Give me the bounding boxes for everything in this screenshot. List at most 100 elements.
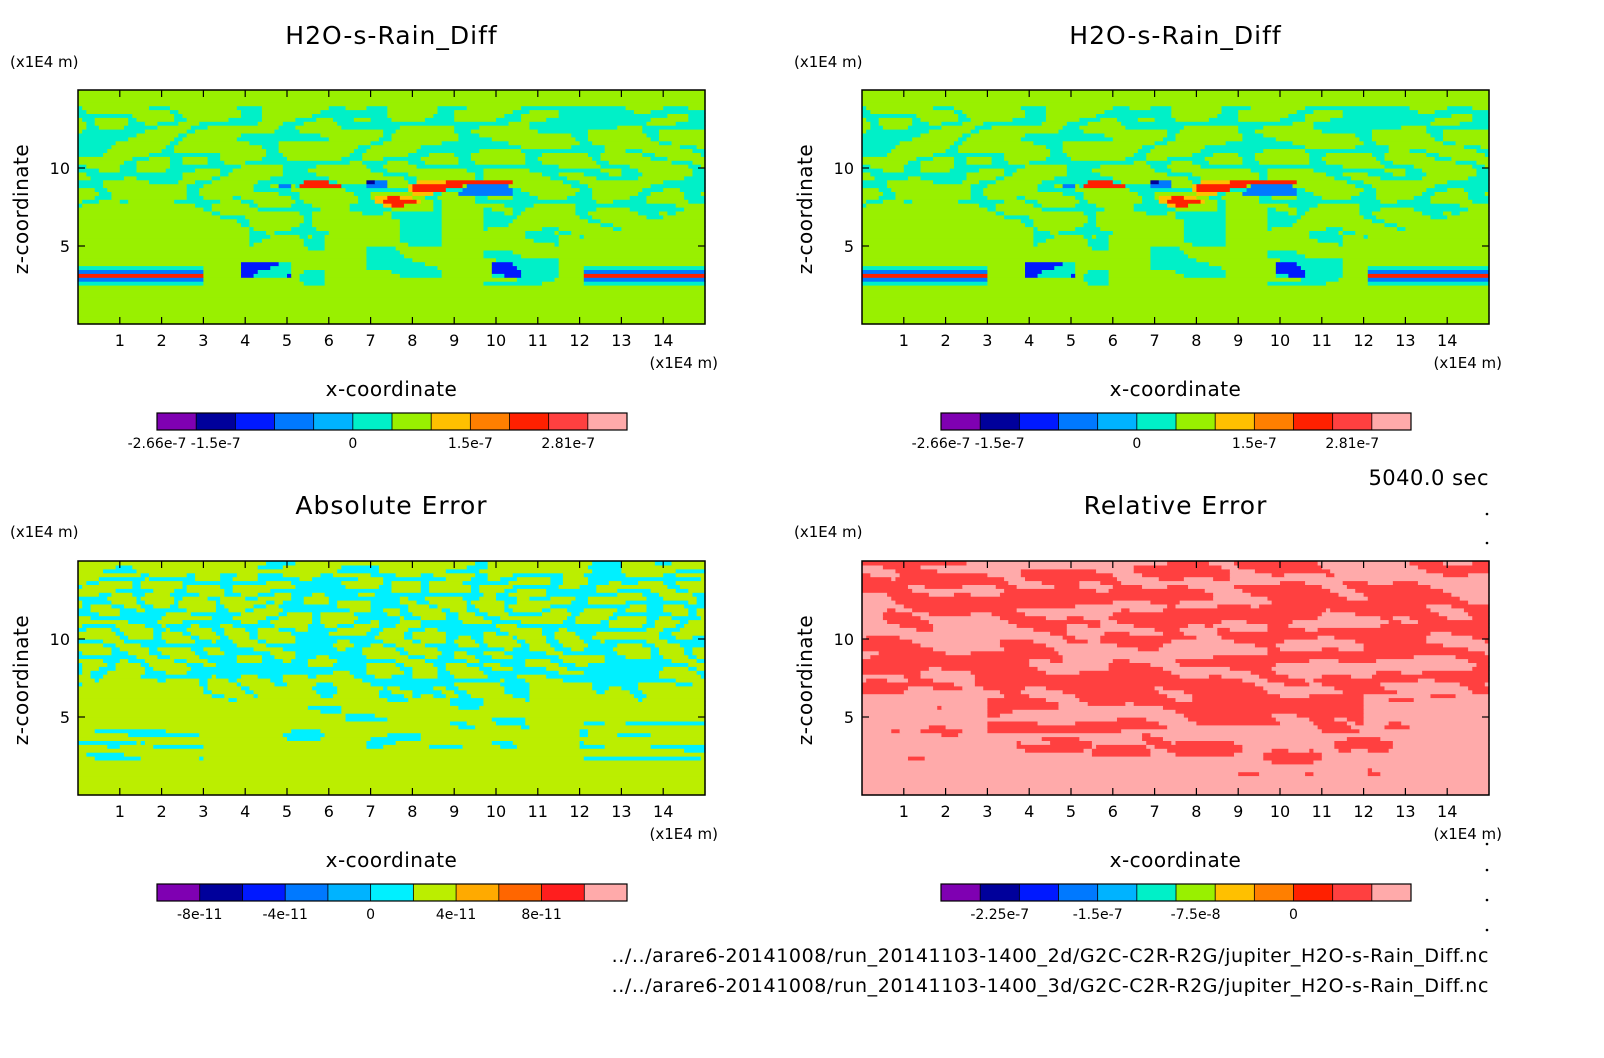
heatmap-cell (496, 257, 560, 263)
panel-relative-error: Relative Error(x1E4 m)1 2 3 4 5 6 7 8 9 10 11 12 13 1… (793, 491, 1502, 923)
heatmap-cell (320, 611, 355, 617)
heatmap-cell (1434, 109, 1490, 114)
heatmap-cell (186, 658, 209, 663)
heatmap-cell (303, 596, 330, 601)
heatmap-cell (257, 576, 301, 582)
heatmap-cell (1075, 187, 1131, 192)
heatmap-cell (558, 164, 602, 169)
heatmap-cell (366, 249, 401, 255)
heatmap-cell (579, 234, 585, 239)
heatmap-cell (862, 312, 1490, 317)
heatmap-cell (958, 148, 1051, 153)
heatmap-cell (165, 168, 196, 173)
heatmap-cell (1371, 152, 1386, 157)
heatmap-cell (1075, 603, 1168, 609)
heatmap-cell (1426, 148, 1478, 153)
heatmap-cell (1150, 105, 1172, 111)
heatmap-cell (1288, 203, 1319, 208)
heatmap-cell (1246, 183, 1252, 189)
heatmap-cell (303, 121, 338, 126)
heatmap-cell (424, 596, 464, 601)
heatmap-cell (659, 650, 685, 656)
heatmap-cell (1346, 584, 1432, 589)
heatmap-cell (274, 681, 288, 687)
heatmap-cell (684, 646, 694, 652)
heatmap-cell (1321, 681, 1381, 687)
heatmap-cell (933, 623, 1018, 628)
heatmap-cell (924, 584, 963, 589)
heatmap-cell (412, 187, 447, 192)
colorbar: -2.66e-7 -1.5e-7 0 1.5e-7 2.81e-7 (912, 412, 1412, 452)
heatmap-cell (111, 144, 167, 150)
heatmap-cell (391, 674, 413, 679)
heatmap-cell (583, 639, 602, 644)
heatmap-cell (1363, 720, 1390, 726)
heatmap-cell (920, 160, 955, 165)
heatmap-cell (107, 662, 117, 667)
heatmap-cell (341, 580, 384, 585)
x-tick-label: 7 (1150, 331, 1160, 350)
heatmap-cell (1196, 635, 1223, 640)
heatmap-cell (349, 160, 363, 165)
heatmap-cell (1062, 658, 1114, 663)
heatmap-cell (862, 701, 988, 706)
heatmap-cell (349, 207, 393, 212)
x-tick-label: 4 (240, 331, 250, 350)
heatmap-cell (195, 179, 213, 185)
heatmap-cell (550, 603, 631, 609)
heatmap-cell (1321, 584, 1348, 589)
heatmap-cell (78, 650, 83, 656)
heatmap-cell (642, 642, 656, 648)
heatmap-cell (646, 627, 664, 632)
heatmap-cell (974, 674, 1181, 679)
heatmap-cell (1208, 117, 1239, 122)
heatmap-cell (650, 117, 689, 122)
heatmap-cell (596, 199, 614, 204)
heatmap-cell (907, 685, 934, 691)
heatmap-cell (236, 697, 388, 702)
heatmap-cell (675, 580, 706, 585)
heatmap-cell (887, 592, 930, 597)
heatmap-cell (1309, 693, 1365, 699)
heatmap-cell (190, 611, 242, 617)
heatmap-cell (1250, 592, 1340, 597)
heatmap-cell (920, 615, 1001, 621)
heatmap-cell (136, 160, 171, 165)
chart-title: Absolute Error (295, 491, 487, 520)
heatmap-cell (995, 207, 1043, 212)
heatmap-cell (1355, 588, 1444, 593)
heatmap-cell (1058, 230, 1114, 235)
heatmap-cell (404, 631, 413, 636)
heatmap-cell (78, 639, 104, 644)
heatmap-cell (215, 639, 234, 644)
heatmap-cell (1472, 666, 1490, 671)
heatmap-cell (1271, 759, 1315, 765)
heatmap-cell (596, 160, 610, 165)
heatmap-cell (1321, 156, 1377, 161)
heatmap-cell (928, 592, 955, 597)
heatmap-cell (1305, 269, 1344, 274)
heatmap-cell (862, 713, 988, 718)
heatmap-cell (1275, 207, 1298, 212)
heatmap-cell (441, 210, 485, 216)
heatmap-cell (82, 662, 108, 667)
heatmap-cell (1221, 619, 1248, 624)
heatmap-cell (249, 631, 259, 636)
heatmap-cell (182, 631, 192, 636)
heatmap-cell (920, 164, 955, 169)
heatmap-cell (78, 304, 706, 309)
heatmap-cell (324, 281, 485, 286)
heatmap-cell (970, 191, 984, 196)
heatmap-cell (608, 580, 622, 585)
heatmap-cell (696, 658, 706, 663)
heatmap-cell (1300, 265, 1344, 270)
heatmap-cell (190, 635, 200, 640)
heatmap-cell (1242, 678, 1269, 683)
heatmap-cell (437, 674, 455, 679)
heatmap-cell (1426, 125, 1490, 130)
heatmap-cell (1045, 109, 1106, 114)
heatmap-cell (1050, 658, 1064, 663)
heatmap-cell (862, 756, 909, 761)
heatmap-cell (941, 705, 988, 710)
heatmap-cell (496, 117, 522, 122)
